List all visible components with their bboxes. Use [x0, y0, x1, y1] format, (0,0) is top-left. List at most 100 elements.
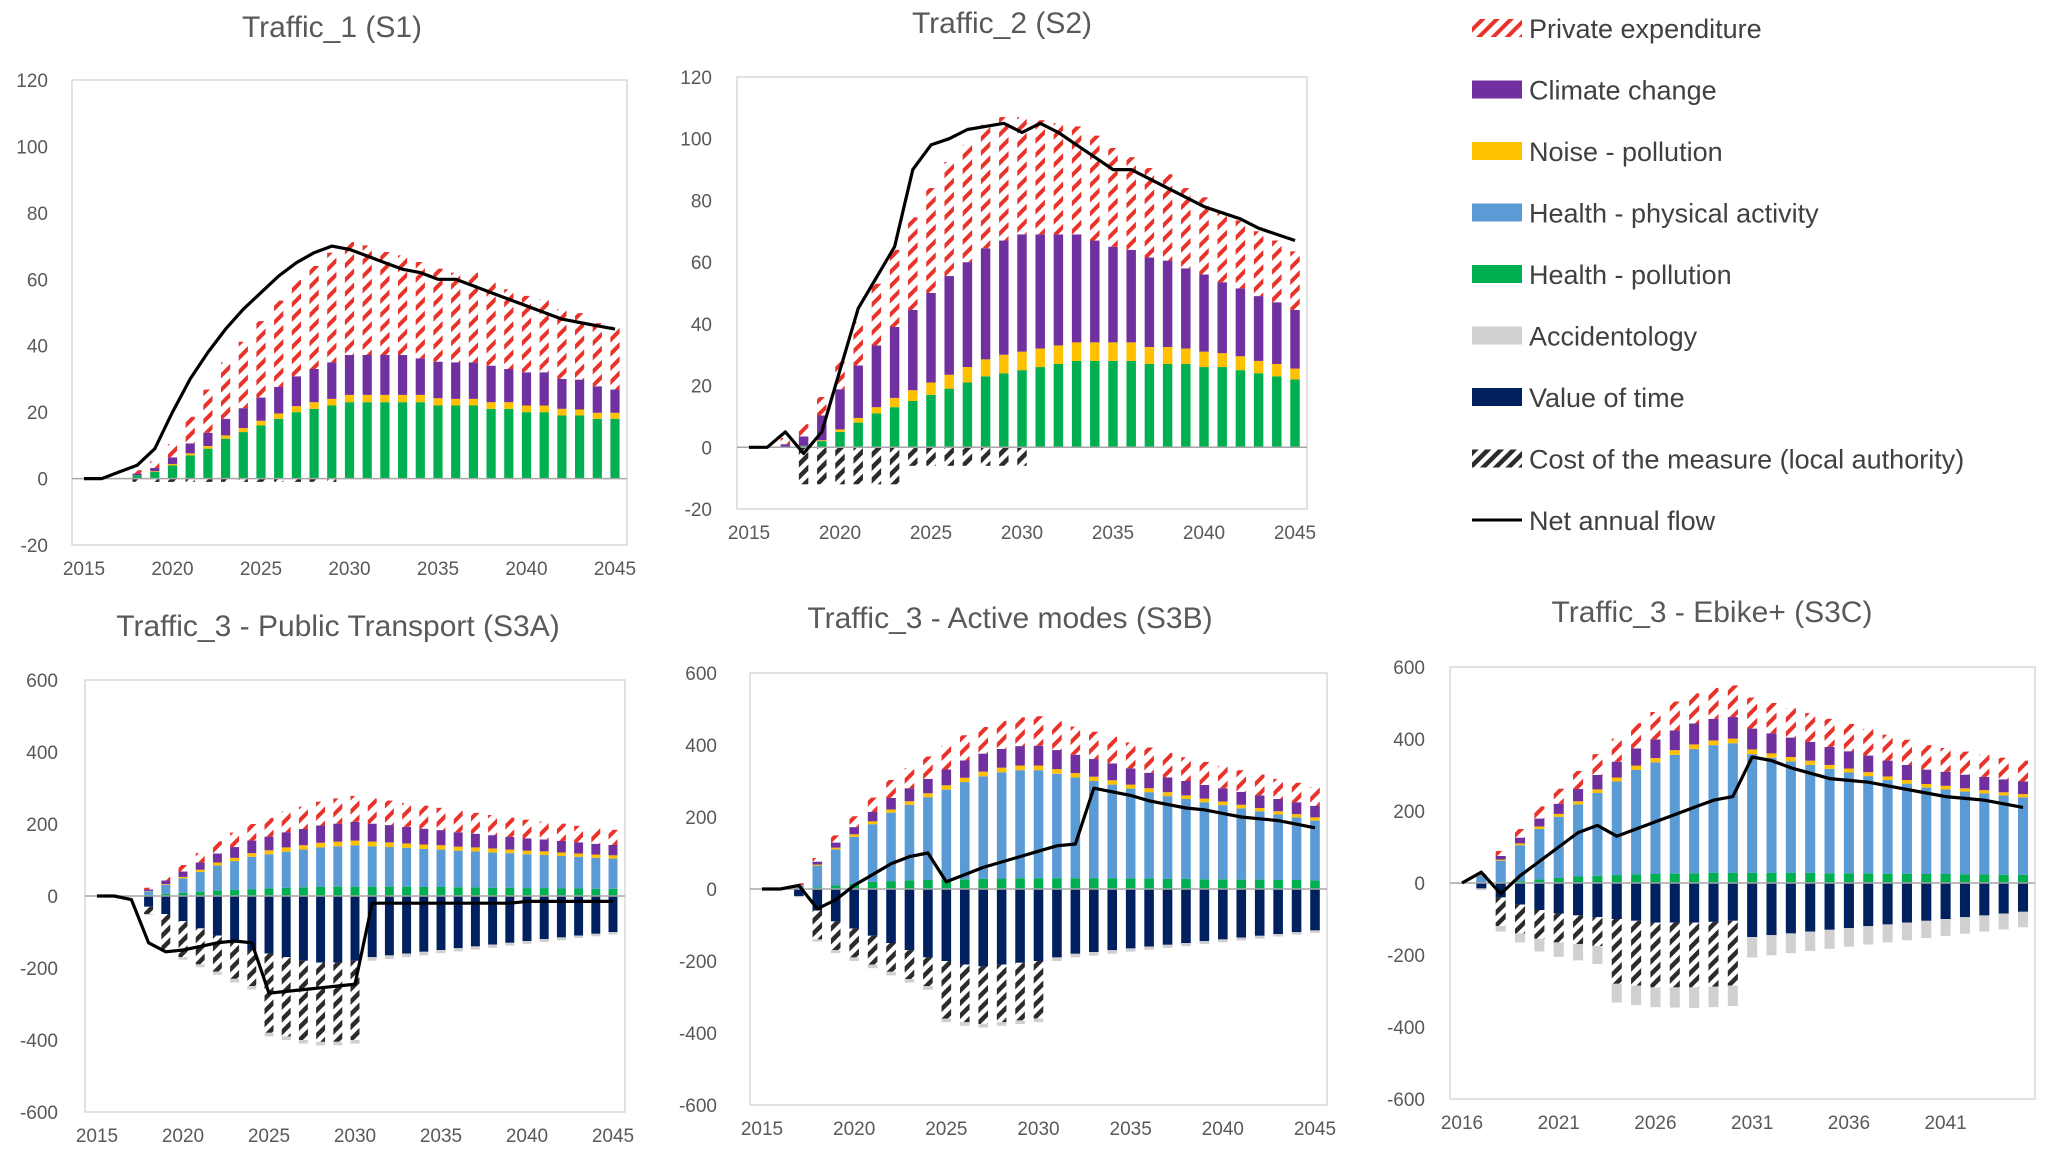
bar-health_poll: [178, 892, 188, 896]
bar-health_poll: [889, 407, 900, 448]
bar-private: [333, 798, 343, 824]
bar-noise: [853, 417, 863, 423]
bar-health_pa: [436, 849, 446, 887]
bar-private: [1766, 703, 1777, 734]
legend-item-climate: Climate change: [1472, 76, 1717, 106]
bar-private: [556, 823, 566, 841]
bar-private: [415, 262, 425, 359]
bar-private: [212, 841, 222, 854]
bar-noise: [1162, 792, 1173, 797]
bar-private: [867, 797, 878, 812]
bar-noise: [1125, 784, 1136, 789]
bar-health_pa: [1033, 770, 1044, 879]
bar-time: [453, 896, 463, 949]
bar-noise: [1553, 813, 1564, 817]
bar-health_poll: [1199, 879, 1210, 889]
bar-health_pa: [350, 845, 360, 887]
bar-climate: [1998, 779, 2009, 793]
bar-health_pa: [1495, 860, 1506, 883]
bar-noise: [451, 398, 461, 406]
bar-accid: [1882, 924, 1893, 943]
bar-time: [1998, 883, 2009, 914]
bar-time: [1882, 883, 1893, 925]
bar-time: [367, 896, 377, 958]
x-tick-label: 2020: [819, 523, 861, 544]
bar-time: [978, 889, 988, 967]
bar-cost: [941, 961, 952, 1019]
bar-cost: [256, 478, 266, 482]
bar-health_poll: [1253, 373, 1264, 448]
bar-cost: [167, 478, 178, 482]
bar-time: [1495, 883, 1506, 898]
bar-accid: [2017, 911, 2029, 928]
bar-health_poll: [419, 887, 429, 896]
bar-climate: [247, 840, 257, 854]
bar-health_poll: [1217, 367, 1227, 448]
x-tick-label: 2025: [910, 523, 952, 544]
bar-health_pa: [1863, 776, 1874, 874]
bar-private: [853, 322, 863, 366]
bar-accid: [959, 1022, 970, 1026]
bar-health_poll: [1162, 878, 1173, 889]
bar-time: [1310, 889, 1320, 931]
bar-time: [1863, 883, 1874, 927]
bar-private: [1515, 829, 1526, 838]
legend-label: Health - physical activity: [1529, 199, 1819, 229]
bar-health_pa: [923, 797, 933, 880]
bar-noise: [1199, 798, 1210, 803]
y-tick-label: -20: [685, 500, 712, 521]
legend-item-accid: Accidentology: [1472, 322, 1698, 352]
bar-noise: [1689, 744, 1700, 750]
x-tick-label: 2045: [1294, 1119, 1336, 1140]
bar-climate: [1035, 234, 1045, 349]
bar-cost: [867, 935, 878, 965]
bar-noise: [1015, 765, 1025, 771]
bar-health_poll: [1033, 878, 1044, 889]
bar-accid: [941, 1018, 952, 1023]
bar-climate: [941, 769, 952, 786]
bar-accid: [867, 964, 878, 969]
bar-health_poll: [230, 889, 240, 896]
bar-climate: [1235, 288, 1246, 357]
bar-health_pa: [1291, 817, 1302, 880]
bar-health_poll: [996, 878, 1007, 889]
bar-climate: [522, 838, 532, 851]
bar-noise: [1650, 758, 1661, 763]
bar-time: [996, 889, 1007, 965]
bar-climate: [1181, 268, 1191, 349]
bar-health_poll: [1979, 874, 1990, 883]
bar-health_pa: [1144, 792, 1154, 879]
y-tick-label: -600: [679, 1096, 717, 1117]
bar-climate: [281, 832, 291, 848]
bar-noise: [574, 853, 584, 857]
bar-accid: [1611, 983, 1622, 1003]
bar-noise: [1235, 356, 1246, 371]
legend-swatch: [1472, 265, 1522, 283]
bar-cost: [1495, 897, 1506, 927]
bar-health_poll: [1108, 360, 1118, 448]
bar-health_poll: [1534, 879, 1545, 883]
bar-time: [1273, 889, 1283, 934]
bar-health_poll: [1144, 878, 1154, 889]
bar-health_poll: [132, 475, 142, 479]
bar-noise: [1254, 808, 1265, 812]
y-tick-label: 100: [680, 130, 712, 151]
x-tick-label: 2016: [1441, 1113, 1483, 1134]
bar-time: [1766, 883, 1777, 936]
bar-climate: [238, 408, 248, 429]
bar-health_poll: [256, 425, 266, 479]
bar-climate: [2017, 781, 2029, 795]
bar-time: [923, 889, 933, 958]
bar-health_poll: [1708, 872, 1719, 883]
bar-private: [1843, 723, 1854, 752]
bar-accid: [1310, 930, 1320, 933]
bar-time: [298, 896, 308, 961]
bar-health_poll: [959, 879, 970, 889]
bar-noise: [871, 407, 882, 414]
bar-noise: [1126, 342, 1136, 361]
bar-climate: [780, 444, 791, 448]
bar-private: [959, 735, 970, 761]
bar-cost: [178, 921, 188, 958]
bar-cost: [1534, 910, 1545, 939]
bar-noise: [812, 864, 823, 866]
